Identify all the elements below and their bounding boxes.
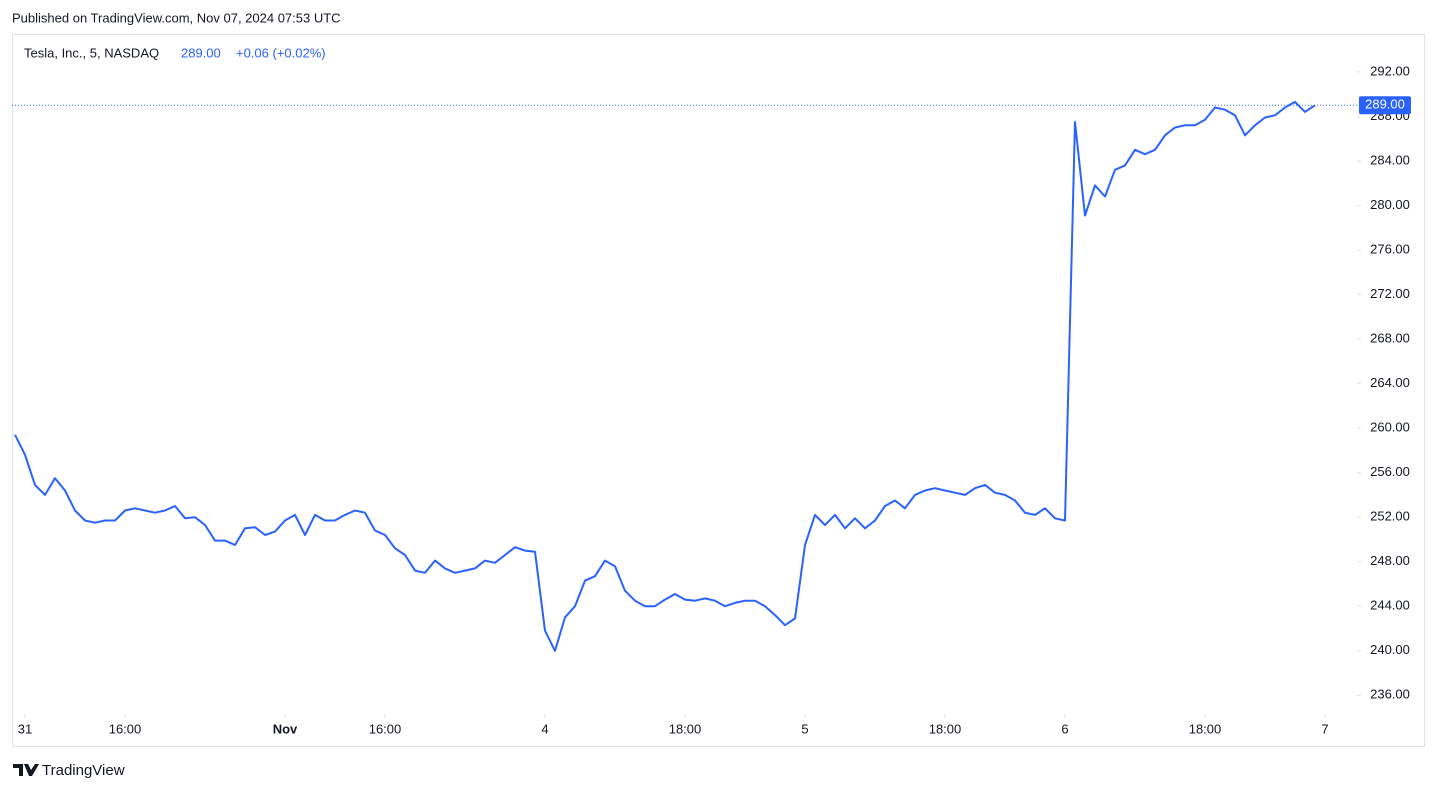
last-price-box [1359, 96, 1411, 115]
x-tick-label: Nov [273, 721, 298, 736]
y-tick-label: 252.00 [1370, 509, 1410, 524]
y-tick-label: 240.00 [1370, 642, 1410, 657]
y-tick-label: 284.00 [1370, 152, 1410, 167]
y-tick-label: 260.00 [1370, 420, 1410, 435]
brand-logo [13, 764, 39, 776]
brand: TradingView [42, 762, 125, 779]
x-tick-label: 31 [18, 721, 32, 736]
price-line [14, 100, 1316, 652]
x-tick-label: 18:00 [1189, 721, 1222, 736]
price: 289.00 [181, 45, 221, 60]
y-tick-label: 244.00 [1370, 598, 1410, 613]
y-tick-label: 276.00 [1370, 241, 1410, 256]
y-tick-label: 280.00 [1370, 197, 1410, 212]
change: +0.06 (+0.02%) [236, 45, 326, 60]
y-tick-label: 256.00 [1370, 464, 1410, 479]
chart-frame [12, 34, 1425, 747]
symbol: Tesla, Inc., 5, NASDAQ [24, 45, 159, 60]
x-tick-label: 18:00 [929, 721, 962, 736]
y-tick-label: 292.00 [1370, 63, 1410, 78]
published-note: Published on TradingView.com, Nov 07, 20… [12, 10, 341, 25]
x-tick-label: 5 [801, 721, 808, 736]
x-tick-label: 18:00 [669, 721, 702, 736]
y-tick-label: 268.00 [1370, 330, 1410, 345]
x-tick-label: 16:00 [369, 721, 402, 736]
y-tick-label: 272.00 [1370, 286, 1410, 301]
y-tick-label: 248.00 [1370, 553, 1410, 568]
y-tick-label: 264.00 [1370, 375, 1410, 390]
last-price-label: 289.00 [1365, 97, 1405, 112]
y-tick-label: 236.00 [1370, 687, 1410, 702]
x-tick-label: 4 [541, 721, 548, 736]
x-tick-label: 7 [1321, 721, 1328, 736]
x-tick-label: 6 [1061, 721, 1068, 736]
x-tick-label: 16:00 [109, 721, 142, 736]
